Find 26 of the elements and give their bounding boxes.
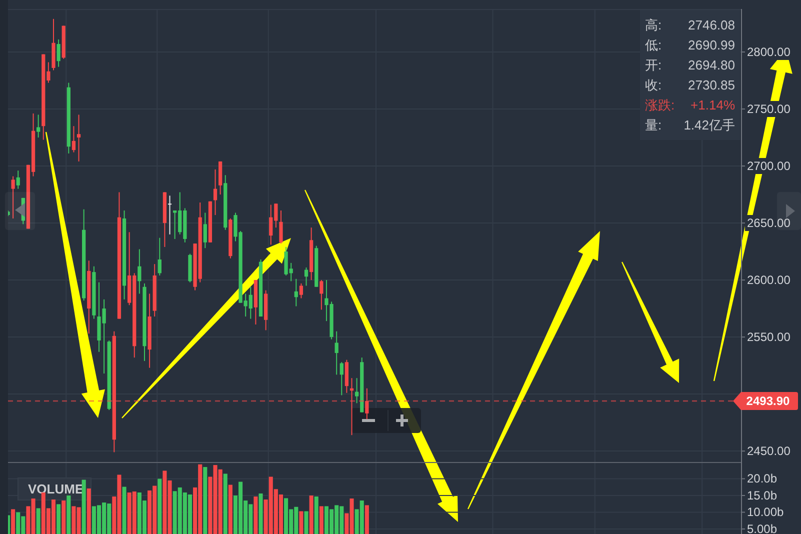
annotation: 2690.99 (688, 38, 735, 52)
annotation: 1.42亿手 (684, 118, 735, 132)
y-tick-label: 5.00b (747, 522, 778, 534)
annotation: +1.14% (690, 98, 736, 112)
title: VOLUME (18, 478, 92, 500)
annotation: 2730.85 (688, 78, 735, 92)
y-tick-label: 2650.00 (747, 216, 791, 230)
annotation: 涨跌: (645, 98, 675, 112)
annotation: 收: (645, 78, 662, 92)
y-tick-label: 2750.00 (747, 102, 791, 116)
annotation: 开: (645, 58, 662, 72)
y-tick-label: 2700.00 (747, 159, 791, 174)
annotation: 2746.08 (688, 18, 735, 32)
y-tick-label: 10.00b (747, 505, 784, 520)
y-tick-label: 15.0b (747, 488, 778, 502)
annotation: 2694.80 (688, 58, 735, 72)
y-tick-label: 2450.00 (747, 444, 791, 458)
y-tick-label: 2800.00 (747, 44, 791, 59)
annotation: 低: (645, 38, 662, 52)
annotation: 量: (645, 118, 662, 132)
ref-line-label: 2493.90 (746, 394, 790, 408)
y-tick-label: 2550.00 (747, 330, 791, 344)
annotation: 高: (645, 18, 662, 32)
y-tick-label: 2600.00 (747, 273, 791, 288)
ref-label: 2493.90 (733, 392, 798, 410)
y-tick-label: 20.0b (747, 472, 778, 486)
